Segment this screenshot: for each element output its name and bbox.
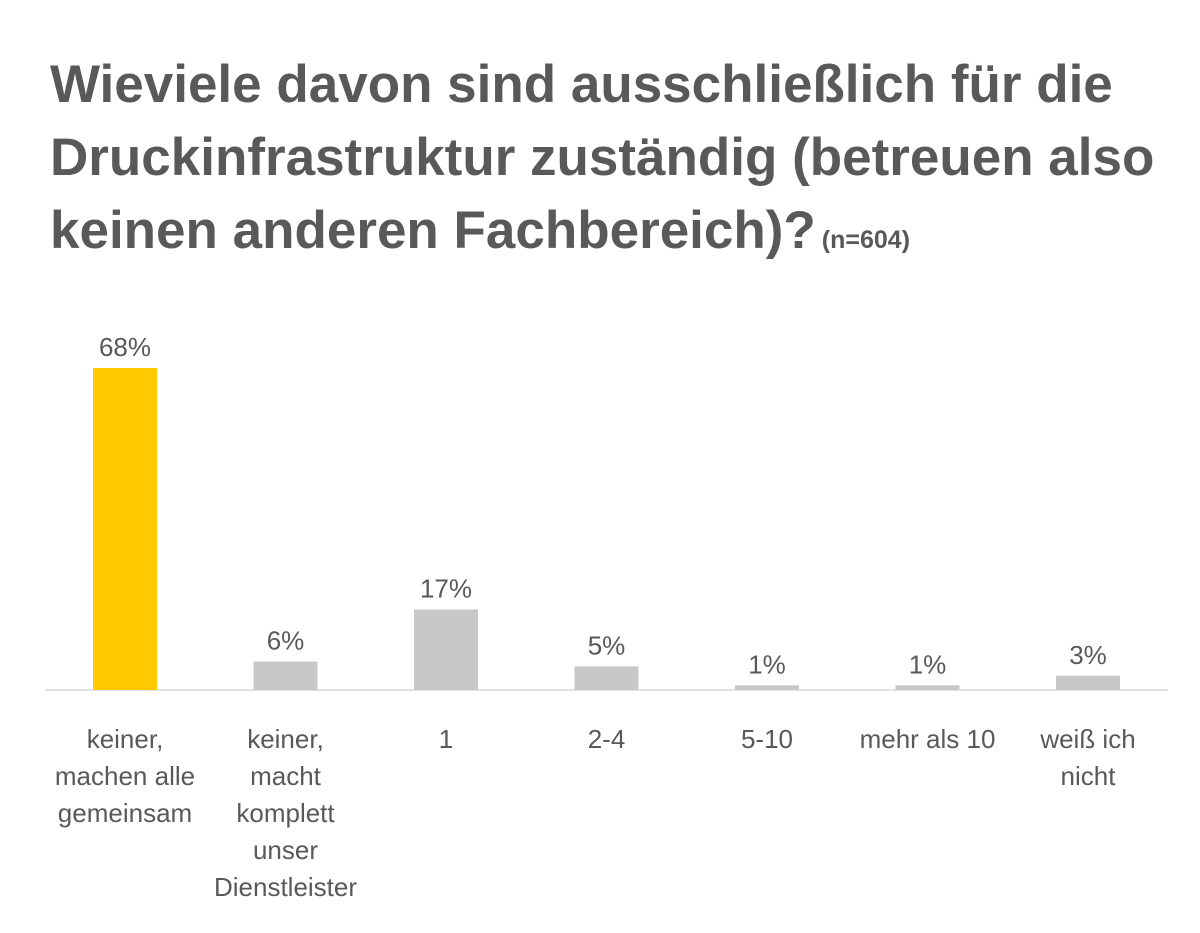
category-label-6-line-1: nicht	[1061, 761, 1117, 791]
bar-3	[574, 666, 639, 690]
category-label-1-line-2: komplett	[236, 798, 335, 828]
category-label-1-line-0: keiner,	[247, 724, 324, 754]
category-label-2: 1	[439, 724, 453, 754]
bar-5	[895, 685, 960, 690]
bar-6	[1056, 675, 1120, 690]
value-label-4: 1%	[748, 649, 786, 679]
chart-title: Wieviele davon sind ausschließlich für d…	[50, 48, 1170, 277]
category-label-1: keiner, macht komplett unser Dienstleister	[214, 724, 357, 902]
category-label-0-line-2: gemeinsam	[58, 798, 192, 828]
category-label-6: weiß ich nicht	[1039, 724, 1135, 791]
category-label-0-line-1: machen alle	[55, 761, 195, 791]
category-label-6-line-0: weiß ich	[1039, 724, 1135, 754]
value-label-5: 1%	[909, 649, 947, 679]
category-label-2-line-0: 1	[439, 724, 453, 754]
value-labels-group: 68% 6% 17% 5% 1% 1% 3%	[99, 332, 1107, 679]
category-label-1-line-4: Dienstleister	[214, 872, 357, 902]
bars-group	[93, 368, 1120, 690]
category-label-0-line-0: keiner,	[87, 724, 164, 754]
category-label-3-line-0: 2-4	[588, 724, 626, 754]
category-label-5: mehr als 10	[860, 724, 996, 754]
bar-4	[735, 685, 799, 690]
value-label-6: 3%	[1069, 640, 1107, 670]
category-label-0: keiner, machen alle gemeinsam	[55, 724, 195, 828]
value-label-2: 17%	[420, 574, 472, 604]
category-label-1-line-3: unser	[253, 835, 318, 865]
chart-title-text: Wieviele davon sind ausschließlich für d…	[50, 55, 1155, 260]
category-label-3: 2-4	[588, 724, 626, 754]
chart-subtitle: (n=604)	[821, 226, 911, 254]
bar-0	[93, 368, 157, 690]
category-label-4-line-0: 5-10	[741, 724, 793, 754]
bar-2	[414, 609, 478, 690]
category-label-1-line-1: macht	[250, 761, 322, 791]
category-label-4: 5-10	[741, 724, 793, 754]
value-label-0: 68%	[99, 332, 151, 362]
value-label-1: 6%	[267, 626, 305, 656]
category-label-5-line-0: mehr als 10	[860, 724, 996, 754]
value-label-3: 5%	[588, 630, 626, 660]
bar-1	[253, 661, 318, 690]
